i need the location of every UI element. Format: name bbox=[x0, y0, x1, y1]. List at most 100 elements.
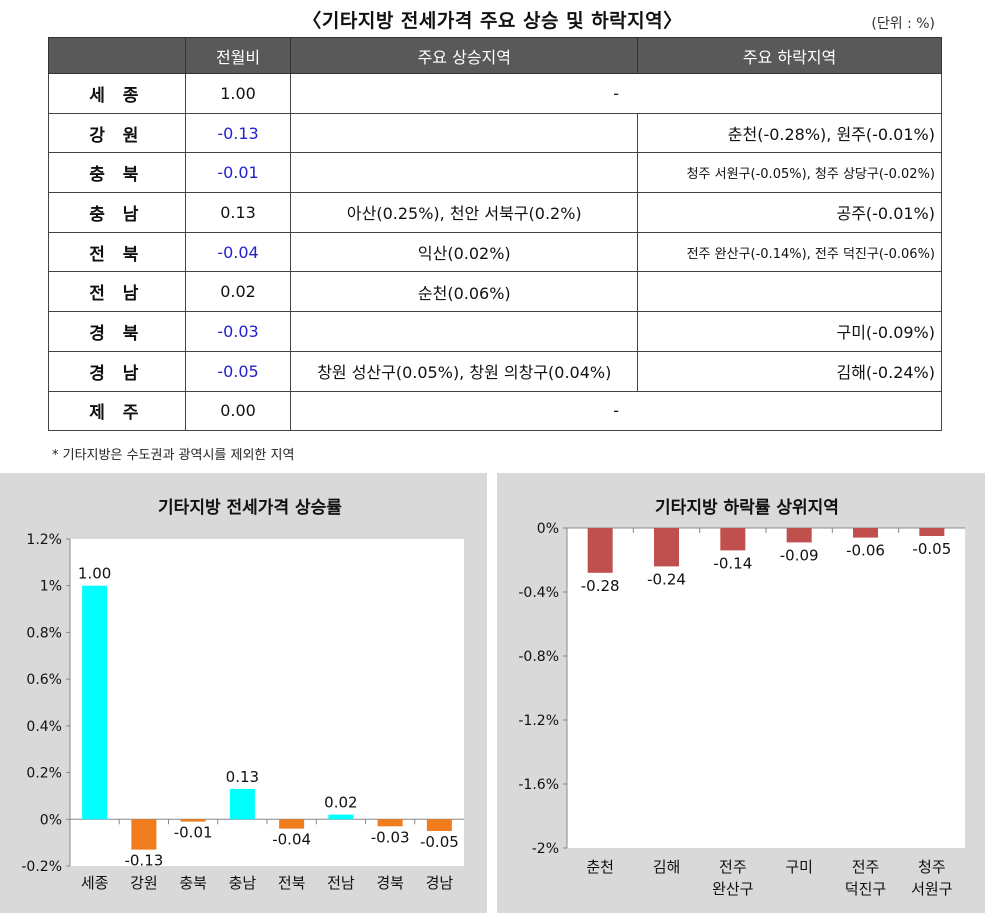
rising-regions bbox=[290, 112, 639, 154]
y-tick-label: 1.2% bbox=[26, 532, 62, 548]
y-tick-label: 0.8% bbox=[26, 625, 62, 641]
region-name: 경 남 bbox=[48, 350, 186, 392]
rise-chart-panel: 기타지방 전세가격 상승률 1.2% 1% 0.8% 0.6% 0.4% 0.2% 0% -0.… bbox=[0, 473, 487, 913]
mom-value: -0.05 bbox=[184, 350, 292, 392]
bar bbox=[426, 819, 452, 831]
category-label: 전북 bbox=[278, 874, 306, 892]
table-row: 제 주 0.00- bbox=[48, 390, 942, 432]
category-label: 춘천 bbox=[586, 858, 614, 876]
bar bbox=[654, 528, 679, 567]
header-region bbox=[48, 37, 186, 74]
rising-regions bbox=[290, 311, 639, 352]
y-tick-label: -2% bbox=[532, 841, 559, 857]
category-label: 세종 bbox=[81, 874, 109, 892]
category-label: 충북 bbox=[179, 874, 207, 892]
category-label: 경북 bbox=[376, 874, 404, 892]
falling-regions: 춘천(-0.28%), 원주(-0.01%) bbox=[637, 112, 942, 154]
table-row: 세 종 1.00- bbox=[48, 73, 942, 114]
data-label: -0.04 bbox=[272, 831, 311, 849]
mom-value: 1.00 bbox=[184, 73, 292, 114]
data-label: -0.13 bbox=[124, 852, 163, 870]
falling-regions bbox=[637, 271, 942, 313]
table-row: 강 원 -0.13 춘천(-0.28%), 원주(-0.01%) bbox=[48, 112, 942, 154]
bar bbox=[328, 814, 354, 820]
mom-value: -0.03 bbox=[184, 311, 292, 352]
y-tick-label: -1.6% bbox=[518, 777, 559, 793]
category-label: 강원 bbox=[130, 874, 158, 892]
data-label: -0.14 bbox=[713, 554, 752, 572]
rising-regions bbox=[290, 152, 639, 194]
y-tick-label: 0% bbox=[40, 812, 62, 828]
region-name: 경 북 bbox=[48, 311, 186, 352]
bar bbox=[377, 819, 403, 827]
rising-regions: 순천(0.06%) bbox=[290, 271, 639, 313]
falling-regions: 공주(-0.01%) bbox=[637, 192, 942, 233]
bar bbox=[853, 528, 878, 538]
table-row: 전 북 -0.04 익산(0.02%) 전주 완산구(-0.14%), 전주 덕진구(… bbox=[48, 231, 942, 273]
header-mom: 전월비 bbox=[184, 37, 292, 74]
header-falling: 주요 하락지역 bbox=[637, 37, 942, 74]
page-title: 〈기타지방 전세가격 주요 상승 및 하락지역〉 bbox=[302, 10, 683, 32]
y-tick-label: -0.4% bbox=[518, 585, 559, 601]
region-name: 세 종 bbox=[48, 73, 186, 114]
category-label: 경남 bbox=[426, 874, 454, 892]
data-label: -0.24 bbox=[647, 570, 686, 588]
category-label: 전주 bbox=[719, 858, 747, 876]
table-row: 충 북 -0.01 청주 서원구(-0.05%), 청주 상당구(-0.02%) bbox=[48, 152, 942, 194]
plot-area bbox=[567, 528, 965, 848]
category-label: 전주 bbox=[852, 858, 880, 876]
data-label: -0.05 bbox=[912, 540, 951, 558]
data-label: -0.05 bbox=[420, 833, 459, 851]
data-label: 0.13 bbox=[226, 768, 259, 786]
data-label: 1.00 bbox=[78, 565, 111, 583]
category-label: 구미 bbox=[785, 858, 813, 876]
region-table: 전월비 주요 상승지역 주요 하락지역 세 종 1.00- 강 원 -0.13 춘천(-… bbox=[48, 37, 942, 432]
fall-chart-panel: 기타지방 하락률 상위지역 0% -0.4% -0.8% -1.2% -1.6% -2% -0… bbox=[497, 473, 985, 913]
fall-chart: 기타지방 하락률 상위지역 0% -0.4% -0.8% -1.2% -1.6% -2% -0… bbox=[518, 498, 965, 898]
rising-regions: 익산(0.02%) bbox=[290, 231, 639, 273]
category-label: 완산구 bbox=[712, 880, 753, 898]
bar bbox=[180, 819, 206, 822]
bar bbox=[279, 819, 305, 829]
mom-value: -0.01 bbox=[184, 152, 292, 194]
mom-value: 0.00 bbox=[184, 390, 292, 432]
bar bbox=[587, 528, 613, 573]
region-name: 전 북 bbox=[48, 231, 186, 273]
table-row: 충 남 0.13 아산(0.25%), 천안 서북구(0.2%) 공주(-0.01%) bbox=[48, 192, 942, 233]
data-label: 0.02 bbox=[324, 794, 357, 812]
category-label: 덕진구 bbox=[845, 880, 886, 898]
data-label: -0.03 bbox=[371, 828, 410, 846]
merged-cell: - bbox=[290, 73, 942, 114]
y-tick-label: 0% bbox=[537, 521, 559, 537]
falling-regions: 청주 서원구(-0.05%), 청주 상당구(-0.02%) bbox=[637, 152, 942, 194]
region-name: 강 원 bbox=[48, 112, 186, 154]
chart-title: 기타지방 전세가격 상승률 bbox=[158, 498, 342, 518]
category-label: 충남 bbox=[229, 874, 257, 892]
category-label: 서원구 bbox=[911, 880, 952, 898]
mom-value: -0.13 bbox=[184, 112, 292, 154]
chart-title: 기타지방 하락률 상위지역 bbox=[655, 498, 839, 518]
rising-regions: 창원 성산구(0.05%), 창원 의창구(0.04%) bbox=[290, 350, 639, 392]
table-row: 경 남 -0.05 창원 성산구(0.05%), 창원 의창구(0.04%) 김해(-… bbox=[48, 350, 942, 392]
mom-value: 0.02 bbox=[184, 271, 292, 313]
bar bbox=[131, 819, 157, 850]
category-label: 청주 bbox=[918, 858, 946, 876]
y-tick-label: 1% bbox=[40, 579, 62, 595]
header-rising: 주요 상승지역 bbox=[290, 37, 639, 74]
y-tick-label: 0.6% bbox=[26, 672, 62, 688]
data-label: -0.06 bbox=[846, 542, 885, 560]
y-tick-label: -0.2% bbox=[21, 859, 62, 875]
y-tick-label: -1.2% bbox=[518, 713, 559, 729]
category-label: 전남 bbox=[327, 874, 355, 892]
rise-chart: 기타지방 전세가격 상승률 1.2% 1% 0.8% 0.6% 0.4% 0.2% 0% -0.… bbox=[21, 498, 464, 892]
bar bbox=[919, 528, 945, 536]
region-name: 충 북 bbox=[48, 152, 186, 194]
rising-regions: 아산(0.25%), 천안 서북구(0.2%) bbox=[290, 192, 639, 233]
region-name: 제 주 bbox=[48, 390, 186, 432]
falling-regions: 구미(-0.09%) bbox=[637, 311, 942, 352]
data-label: -0.09 bbox=[780, 546, 819, 564]
bar bbox=[82, 585, 108, 820]
table-row: 경 북 -0.03 구미(-0.09%) bbox=[48, 311, 942, 352]
unit-label: (단위 : %) bbox=[871, 16, 935, 32]
mom-value: 0.13 bbox=[184, 192, 292, 233]
